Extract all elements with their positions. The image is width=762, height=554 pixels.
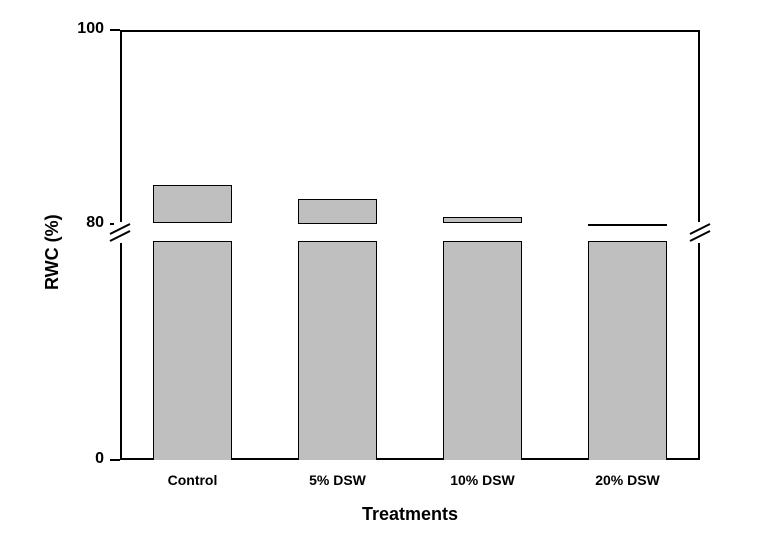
ytick — [110, 29, 120, 31]
bar-upper — [588, 224, 668, 226]
bar-upper — [298, 199, 378, 223]
bar-lower — [443, 241, 523, 460]
x-axis-title: Treatments — [120, 504, 700, 525]
ytick-label: 100 — [60, 20, 104, 38]
ytick-label: 80 — [60, 214, 104, 232]
bar-upper — [153, 185, 233, 224]
axis-break-left — [106, 215, 134, 250]
ytick-label: 0 — [60, 450, 104, 468]
xtick-label: 20% DSW — [568, 472, 688, 488]
ytick — [110, 459, 120, 461]
chart-canvas: 0 80 100 Control 5% DSW 10% DSW 20% DSW RWC (%)… — [0, 0, 762, 554]
y-axis-title: RWC (%) — [42, 214, 63, 290]
bar-lower — [298, 241, 378, 460]
bar-upper — [443, 217, 523, 224]
axis-break-right — [686, 215, 714, 250]
bar-lower — [153, 241, 233, 460]
xtick-label: Control — [133, 472, 253, 488]
xtick-label: 5% DSW — [278, 472, 398, 488]
xtick-label: 10% DSW — [423, 472, 543, 488]
bar-lower — [588, 241, 668, 460]
